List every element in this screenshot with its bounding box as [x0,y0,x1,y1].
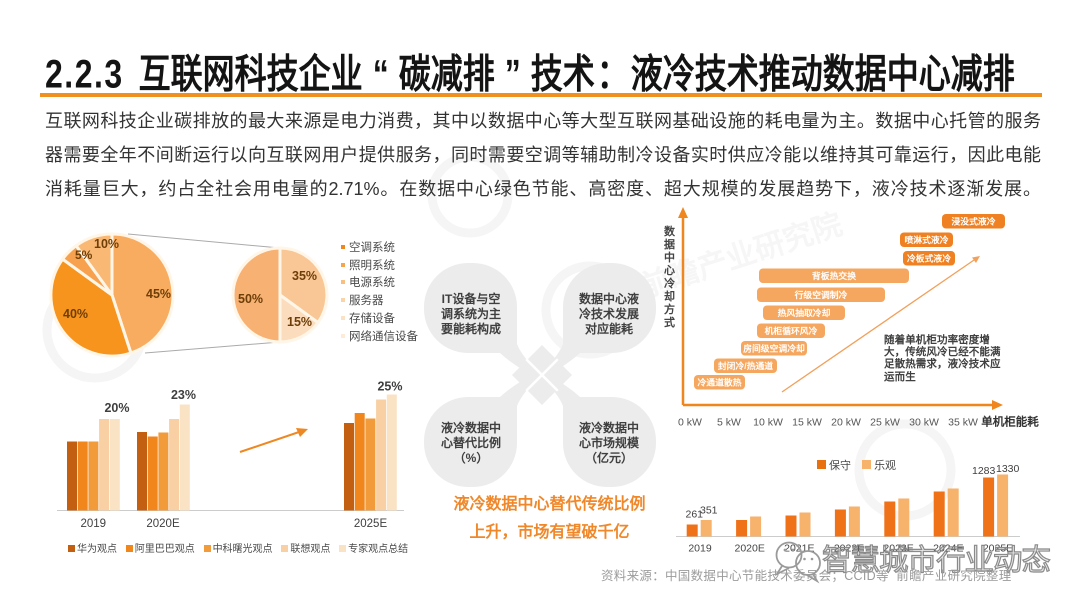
svg-text:25 kW: 25 kW [870,417,900,429]
svg-text:10%: 10% [94,237,119,251]
svg-text:351: 351 [700,505,718,517]
svg-text:房间级空调冷却: 房间级空调冷却 [743,343,805,354]
svg-text:2019: 2019 [688,543,712,555]
svg-text:浸没式液冷: 浸没式液冷 [952,216,996,227]
svg-text:2019: 2019 [81,518,107,530]
svg-text:2025E: 2025E [354,518,388,530]
svg-text:15 kW: 15 kW [792,417,822,429]
svg-text:2023E: 2023E [883,543,913,555]
svg-text:20%: 20% [104,401,129,415]
svg-text:背板热交换: 背板热交换 [812,270,856,281]
svg-text:35 kW: 35 kW [948,417,978,429]
svg-text:25%: 25% [377,380,402,394]
svg-text:5 kW: 5 kW [717,417,741,429]
svg-text:1283: 1283 [972,465,996,477]
svg-text:50%: 50% [238,292,263,306]
svg-text:喷淋式液冷: 喷淋式液冷 [905,234,949,245]
svg-text:10 kW: 10 kW [753,417,783,429]
svg-text:5%: 5% [75,248,93,262]
svg-text:2022E: 2022E [834,543,864,555]
svg-text:30 kW: 30 kW [909,417,939,429]
svg-text:热风抽取冷却: 热风抽取冷却 [778,307,831,318]
svg-text:冷板式液冷: 冷板式液冷 [907,253,951,264]
svg-text:冷通道散热: 冷通道散热 [698,377,742,388]
svg-text:单机柜能耗: 单机柜能耗 [981,415,1039,429]
svg-text:2020E: 2020E [735,543,765,555]
svg-text:15%: 15% [287,315,312,329]
svg-text:20 kW: 20 kW [831,417,861,429]
svg-text:机柜循环风冷: 机柜循环风冷 [765,325,818,336]
svg-text:行级空调制冷: 行级空调制冷 [794,289,848,300]
svg-text:1330: 1330 [996,463,1020,475]
svg-text:35%: 35% [292,269,317,283]
svg-text:40%: 40% [63,307,88,321]
svg-text:2024E: 2024E [933,543,963,555]
svg-text:261: 261 [686,509,704,521]
svg-text:23%: 23% [171,388,196,402]
svg-text:45%: 45% [146,287,171,301]
svg-text:0 kW: 0 kW [678,417,702,429]
svg-text:2020E: 2020E [146,518,180,530]
svg-text:2025E: 2025E [983,543,1013,555]
svg-text:封闭冷/热通道: 封闭冷/热通道 [718,360,773,371]
